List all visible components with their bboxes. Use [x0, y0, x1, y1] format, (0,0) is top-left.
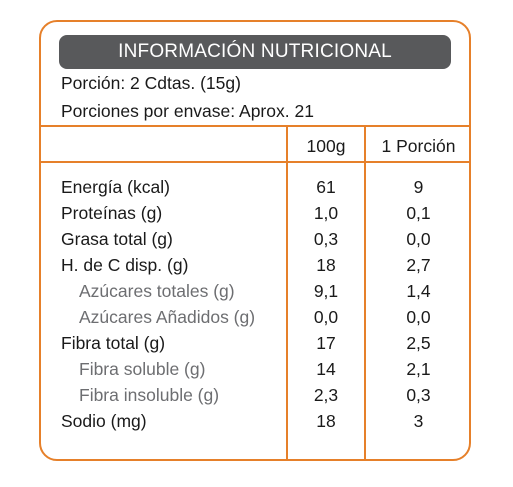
- value-per-portion: 0,0: [406, 229, 431, 249]
- value-per-portion: 0,0: [406, 307, 431, 327]
- table-row-sub: Fibra soluble (g) 14 2,1: [41, 356, 469, 382]
- column-divider-1: [286, 127, 288, 459]
- nutrient-label: Fibra total (g): [61, 333, 166, 353]
- nutrient-label: Proteínas (g): [61, 203, 163, 223]
- header-divider: [41, 161, 469, 163]
- value-per-portion: 0,3: [406, 385, 431, 405]
- table-row: Fibra total (g) 17 2,5: [41, 330, 469, 356]
- value-per-portion: 2,7: [406, 255, 431, 275]
- nutrient-label: Fibra insoluble (g): [79, 385, 220, 405]
- value-per-100g: 0,0: [313, 307, 339, 327]
- table-row: H. de C disp. (g) 18 2,7: [41, 252, 469, 278]
- column-header-portion: 1 Porción: [381, 136, 456, 156]
- table-row: Grasa total (g) 0,3 0,0: [41, 226, 469, 252]
- nutrient-label: Azúcares Añadidos (g): [79, 307, 256, 327]
- value-per-portion: 2,5: [406, 333, 431, 353]
- nutrient-table: Energía (kcal) 61 9 Proteínas (g) 1,0 0,…: [41, 174, 469, 434]
- table-row-sub: Fibra insoluble (g) 2,3 0,3: [41, 382, 469, 408]
- table-row: Energía (kcal) 61 9: [41, 174, 469, 200]
- value-per-100g: 0,3: [313, 229, 339, 249]
- table-row: Proteínas (g) 1,0 0,1: [41, 200, 469, 226]
- nutrient-label: Azúcares totales (g): [79, 281, 235, 301]
- value-per-100g: 61: [316, 177, 336, 197]
- panel-title: INFORMACIÓN NUTRICIONAL: [59, 35, 451, 69]
- value-per-portion: 9: [413, 177, 424, 197]
- servings-per-container: Porciones por envase: Aprox. 21: [61, 101, 314, 121]
- column-divider-2: [364, 127, 366, 459]
- value-per-portion: 2,1: [406, 359, 431, 379]
- nutrient-label: Sodio (mg): [61, 411, 147, 431]
- nutrient-label: Grasa total (g): [61, 229, 173, 249]
- value-per-100g: 18: [316, 255, 336, 275]
- table-row-sub: Azúcares Añadidos (g) 0,0 0,0: [41, 304, 469, 330]
- table-row: Sodio (mg) 18 3: [41, 408, 469, 434]
- value-per-100g: 1,0: [313, 203, 339, 223]
- value-per-100g: 14: [316, 359, 336, 379]
- nutrient-label: Energía (kcal): [61, 177, 170, 197]
- serving-size: Porción: 2 Cdtas. (15g): [61, 73, 241, 93]
- value-per-100g: 2,3: [313, 385, 339, 405]
- value-per-100g: 18: [316, 411, 336, 431]
- value-per-portion: 1,4: [406, 281, 431, 301]
- divider-top: [41, 125, 469, 127]
- value-per-100g: 9,1: [313, 281, 339, 301]
- value-per-100g: 17: [316, 333, 336, 353]
- column-header-100g: 100g: [306, 136, 346, 156]
- table-row-sub: Azúcares totales (g) 9,1 1,4: [41, 278, 469, 304]
- nutrient-label: H. de C disp. (g): [61, 255, 189, 275]
- nutrient-label: Fibra soluble (g): [79, 359, 206, 379]
- value-per-portion: 3: [413, 411, 424, 431]
- nutrition-facts-panel: INFORMACIÓN NUTRICIONAL Porción: 2 Cdtas…: [39, 20, 471, 461]
- value-per-portion: 0,1: [406, 203, 431, 223]
